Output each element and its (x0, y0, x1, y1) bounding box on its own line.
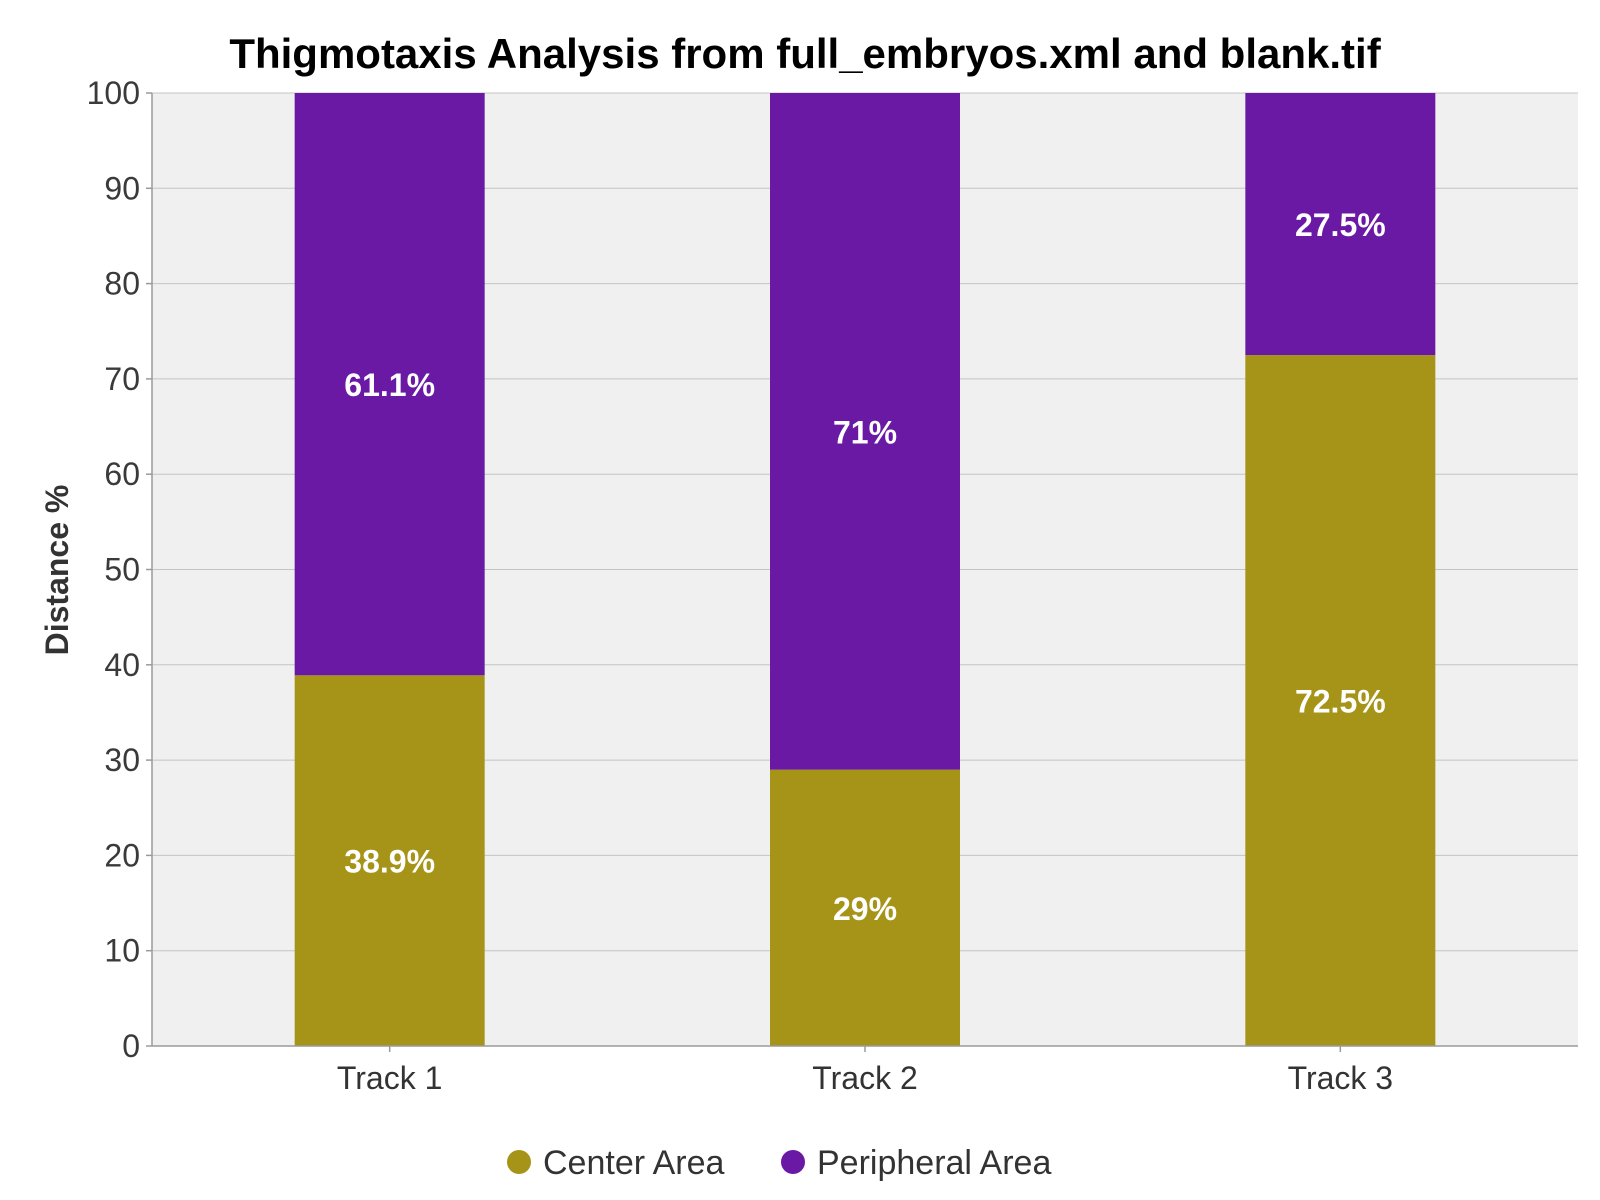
legend-marker-peripheral-area (781, 1150, 805, 1174)
plot-area: 0 10 20 30 40 50 60 70 80 90 100 38.9% 61.1% Track 1 2… (87, 75, 1578, 1096)
data-label: 61.1% (344, 367, 435, 403)
legend: Center Area Peripheral Area (507, 1144, 1051, 1182)
bar-peripheral-area-3 (1245, 93, 1436, 356)
data-label: 29% (833, 891, 897, 927)
legend-label: Peripheral Area (817, 1144, 1051, 1182)
bar-center-area-3 (1245, 355, 1436, 1046)
y-tick-label: 20 (104, 837, 140, 873)
x-tick-label: Track 2 (812, 1060, 918, 1096)
y-tick-label: 40 (104, 647, 140, 683)
y-tick-label: 0 (122, 1028, 140, 1064)
y-tick-label: 30 (104, 742, 140, 778)
y-tick-label: 70 (104, 361, 140, 397)
y-tick-label: 90 (104, 170, 140, 206)
y-tick-label: 50 (104, 552, 140, 588)
bar-center-area-1 (294, 675, 485, 1046)
bar-center-area-2 (770, 769, 960, 1046)
y-tick-label: 80 (104, 266, 140, 302)
x-tick-label: Track 1 (337, 1060, 443, 1096)
data-label: 72.5% (1295, 684, 1386, 720)
x-tick-label: Track 3 (1288, 1060, 1394, 1096)
bar-peripheral-area-1 (294, 93, 485, 676)
legend-label: Center Area (543, 1144, 725, 1182)
y-axis-label: Distance % (39, 485, 75, 656)
data-label: 38.9% (344, 844, 435, 880)
bar-peripheral-area-2 (770, 93, 960, 770)
y-tick-label: 60 (104, 456, 140, 492)
legend-marker-center-area (507, 1150, 531, 1174)
y-tick-label: 100 (87, 75, 140, 111)
chart-title: Thigmotaxis Analysis from full_embryos.x… (229, 30, 1381, 77)
data-label: 71% (833, 414, 897, 450)
data-label: 27.5% (1295, 207, 1386, 243)
y-tick-label: 10 (104, 933, 140, 969)
